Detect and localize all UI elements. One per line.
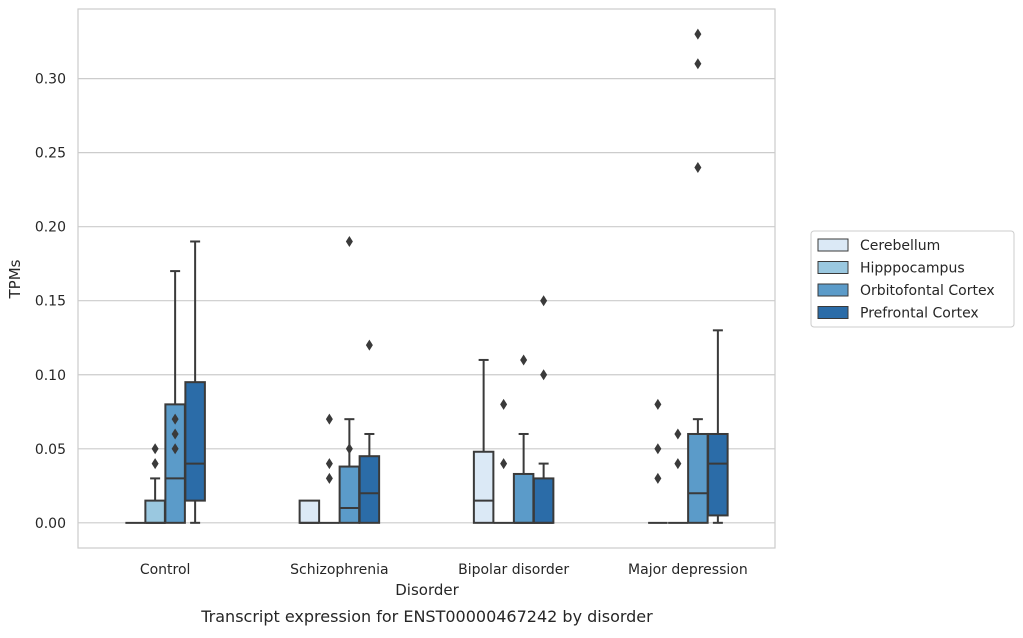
y-tick-label: 0.25 [35,146,66,162]
box-outlier [171,413,179,425]
legend-items: Cerebellum Hipppocampus Orbitofontal Corte… [817,238,995,322]
box-group [532,295,555,524]
y-tick-label: 0.00 [35,516,66,532]
box-body [707,432,729,517]
box-outlier [694,28,702,40]
box-outlier [171,428,179,440]
box-outlier [325,413,333,425]
legend-frame [810,230,1015,328]
box-outlier [540,295,548,307]
box-outlier [500,398,508,410]
box-body [144,499,166,524]
legend-swatch [817,283,849,297]
x-tick-label: Control [140,562,191,578]
box-layer [125,28,729,524]
box-body [532,477,555,524]
box-outlier [654,443,662,455]
box-group [648,398,668,524]
box-body [358,455,381,524]
box-outlier [500,458,508,470]
box-group [687,28,709,524]
box-outlier [520,354,528,366]
box-outlier [674,458,682,470]
y-tick-labels: 0.00 0.05 0.10 0.15 0.20 0.25 0.30 [35,72,66,532]
box-outlier [654,472,662,484]
box-outlier [365,339,373,351]
legend-label: Prefrontal Cortex [860,306,979,322]
box-body [512,472,535,524]
legend-label: Cerebellum [860,238,940,254]
box-outlier [325,472,333,484]
x-axis-title: Disorder [395,581,459,599]
box-outlier [654,398,662,410]
box-body [184,381,206,502]
box-group [298,499,321,524]
box-outlier [325,458,333,470]
legend: Cerebellum Hipppocampus Orbitofontal Corte… [810,230,1015,328]
box-body [687,432,709,524]
y-tick-label: 0.10 [35,368,66,384]
box-outlier [345,235,353,247]
x-tick-label: Bipolar disorder [458,562,569,578]
legend-swatch [817,261,849,274]
chart-caption: Transcript expression for ENST0000046724… [200,607,653,626]
box-outlier [540,369,548,381]
box-outlier [345,443,353,455]
x-tick-label: Schizophrenia [290,562,388,578]
box-group [184,240,206,524]
box-group [319,413,340,524]
box-group [472,358,495,524]
plot-frame [77,8,776,549]
x-tick-label: Major depression [628,562,748,578]
box-group [358,339,381,524]
y-tick-label: 0.15 [35,294,66,310]
legend-swatch [817,306,849,319]
box-outlier [674,428,682,440]
box-outlier [151,443,159,455]
box-outlier [171,443,179,455]
box-outlier [694,161,702,173]
x-tick-labels: Control Schizophrenia Bipolar disorder Majo… [140,562,748,578]
box-group [338,235,361,524]
box-body [472,450,495,524]
box-body [298,499,321,524]
box-outlier [694,58,702,70]
box-body [338,465,361,524]
box-group [493,398,514,524]
y-axis-title: TPMs [6,259,24,299]
box-outlier [151,458,159,470]
y-tick-label: 0.05 [35,442,66,458]
box-group [668,428,688,524]
y-tick-label: 0.30 [35,72,66,88]
legend-swatch [817,238,849,252]
y-tick-label: 0.20 [35,220,66,236]
legend-label: Hipppocampus [860,261,965,277]
box-group [707,329,729,524]
legend-label: Orbitofontal Cortex [860,283,995,299]
